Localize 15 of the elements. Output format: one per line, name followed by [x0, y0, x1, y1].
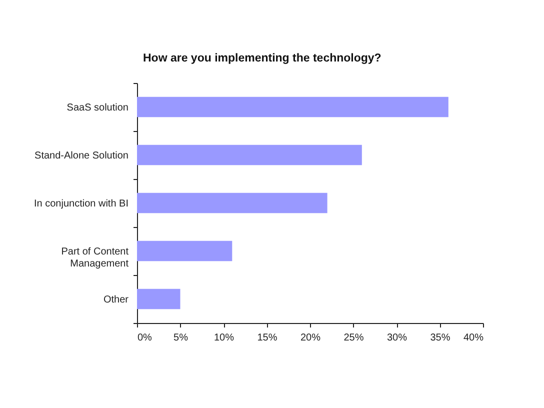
- y-tick-label: In conjunction with BI: [34, 198, 128, 210]
- y-tick-label: SaaS solution: [66, 102, 128, 114]
- x-tick-label: 5%: [174, 332, 188, 344]
- y-tick-label: Part of Content Management: [61, 246, 129, 270]
- x-tick-label: 20%: [300, 332, 321, 344]
- chart-title: How are you implementing the technology?: [143, 52, 382, 64]
- y-tick-label: Other: [103, 294, 130, 306]
- x-tick-label: 40%: [463, 332, 484, 344]
- x-tick-label: 35%: [430, 332, 450, 344]
- x-tick-label: 25%: [344, 332, 364, 344]
- y-tick-label: Stand-Alone Solution: [34, 150, 128, 162]
- x-tick-label: 15%: [257, 332, 278, 344]
- x-tick-label: 0%: [138, 332, 152, 344]
- x-tick-label: 10%: [214, 332, 234, 344]
- x-tick-label: 30%: [386, 332, 408, 344]
